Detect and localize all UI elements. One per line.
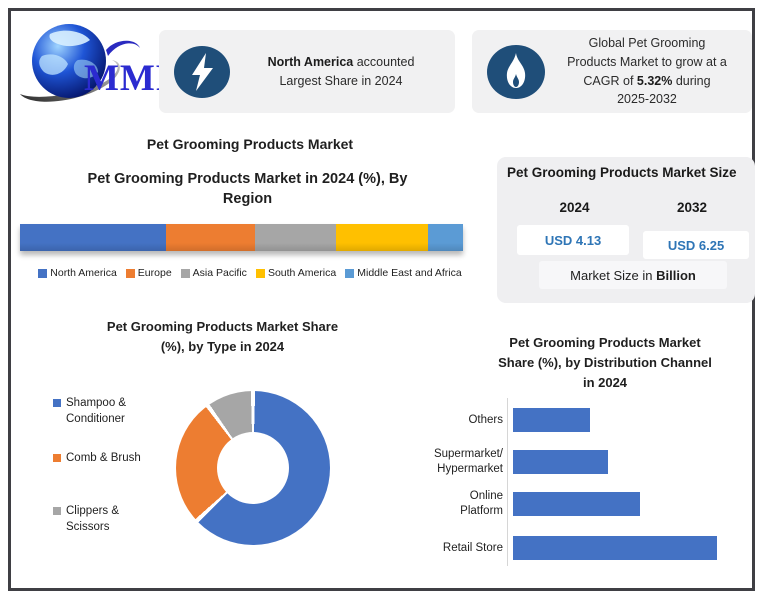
region-segment (20, 224, 167, 251)
globe-icon (32, 24, 106, 98)
caption-unit: Billion (656, 267, 696, 283)
flame-icon (487, 44, 545, 99)
dist-bar (513, 450, 608, 474)
legend-swatch (38, 268, 48, 278)
legend-label: Clippers & Scissors (66, 505, 120, 534)
dist-bar (513, 492, 640, 516)
region-chart-title: Pet Grooming Products Market in 2024 (%)… (5, 170, 490, 209)
year-2024-label: 2024 (559, 200, 590, 215)
region-legend-item: Asia Pacific (180, 267, 247, 279)
dist-row: Online Platform (415, 488, 755, 520)
globe-swoosh (20, 24, 140, 102)
region-segment (335, 224, 428, 251)
callout-north-america-text: North America accounted Largest Share in… (231, 53, 455, 91)
type-legend-item: Shampoo & Conditioner (53, 395, 158, 427)
region-stacked-bar (20, 224, 463, 251)
region-title-line2: Region (222, 190, 273, 207)
market-size-caption: Market Size in Billion (539, 261, 727, 289)
region-segment (254, 224, 336, 251)
region-legend-item: South America (255, 267, 337, 279)
type-title-line1: Pet Grooming Products Market Share (106, 319, 339, 334)
cagr-line3-pre: CAGR of (583, 73, 637, 88)
region-segment (166, 224, 255, 251)
legend-swatch (345, 268, 355, 278)
main-title: Pet Grooming Products Market (146, 136, 354, 152)
legend-label: Shampoo & Conditioner (66, 397, 127, 426)
callout-north-america: North America accounted Largest Share in… (159, 30, 455, 113)
market-value-2032: USD 6.25 (643, 231, 749, 259)
callout-rest-text: accounted (353, 54, 415, 69)
legend-label: Comb & Brush (66, 452, 141, 464)
legend-swatch (180, 268, 190, 278)
cagr-period: 2025-2032 (617, 92, 677, 107)
callout-line2: Largest Share in 2024 (279, 73, 403, 88)
callout-cagr: Global Pet Grooming Products Market to g… (472, 30, 752, 113)
caption-prefix: Market Size in (570, 267, 653, 283)
region-legend-item: Europe (125, 267, 172, 279)
dist-title-line1: Pet Grooming Products Market (509, 335, 701, 350)
dist-category-label: Others (468, 413, 503, 426)
legend-swatch (53, 399, 61, 407)
dist-bar (513, 408, 590, 432)
dist-category-label: Online Platform (460, 490, 503, 517)
dist-row: Supermarket/ Hypermarket (415, 446, 755, 478)
mmr-logo: MMR (20, 24, 172, 102)
type-chart-legend: Shampoo & Conditioner Comb & Brush Clipper… (53, 388, 168, 548)
lightning-icon (174, 45, 230, 98)
callout-cagr-text: Global Pet Grooming Products Market to g… (546, 34, 752, 109)
distribution-bar-chart: Others Supermarket/ Hypermarket Online Pla… (415, 396, 755, 574)
cagr-line1: Global Pet Grooming (588, 36, 706, 50)
type-legend-item: Clippers & Scissors (53, 503, 158, 535)
legend-swatch (53, 454, 61, 462)
type-legend-item: Comb & Brush (53, 450, 158, 466)
type-chart-title: Pet Grooming Products Market Share (%), … (25, 317, 420, 356)
legend-swatch (255, 268, 265, 278)
legend-swatch (125, 268, 135, 278)
dist-row: Retail Store (415, 532, 755, 564)
region-legend: North America Europe Asia Pacific South Ame… (6, 267, 494, 279)
dist-title-line3: in 2024 (582, 375, 628, 391)
callout-bold-text: North America (267, 54, 354, 69)
logo-text: MMR (84, 58, 172, 99)
type-title-line2: (%), by Type in 2024 (160, 338, 285, 354)
legend-label: Europe (137, 267, 172, 279)
dist-bar (513, 536, 717, 560)
region-title-line1: Pet Grooming Products Market in 2024 (%)… (87, 171, 408, 187)
dist-row: Others (415, 404, 755, 436)
type-donut-chart (176, 391, 330, 545)
legend-label: South America (267, 267, 337, 279)
cagr-line3-post: during (672, 73, 711, 88)
dist-category-label: Retail Store (442, 541, 503, 554)
year-2032-label: 2032 (676, 200, 708, 215)
region-segment (427, 224, 463, 251)
legend-label: Asia Pacific (192, 267, 247, 279)
legend-label: North America (50, 267, 117, 279)
category-axis-line (507, 398, 508, 566)
legend-label: Middle East and Africa (357, 267, 462, 279)
region-legend-item: North America (38, 267, 117, 279)
market-size-title: Pet Grooming Products Market Size (507, 165, 737, 180)
region-legend-item: Middle East and Africa (345, 267, 462, 279)
cagr-value: 5.32% (636, 73, 673, 88)
market-value-2024: USD 4.13 (517, 225, 629, 255)
market-size-panel: Pet Grooming Products Market Size 2024 2… (497, 157, 755, 303)
legend-swatch (53, 507, 61, 515)
dist-title-line2: Share (%), by Distribution Channel (498, 355, 712, 371)
distribution-chart-title: Pet Grooming Products Market Share (%), … (450, 333, 760, 393)
dist-category-label: Supermarket/ Hypermarket (433, 448, 503, 475)
cagr-line2: Products Market to grow at a (567, 54, 727, 69)
